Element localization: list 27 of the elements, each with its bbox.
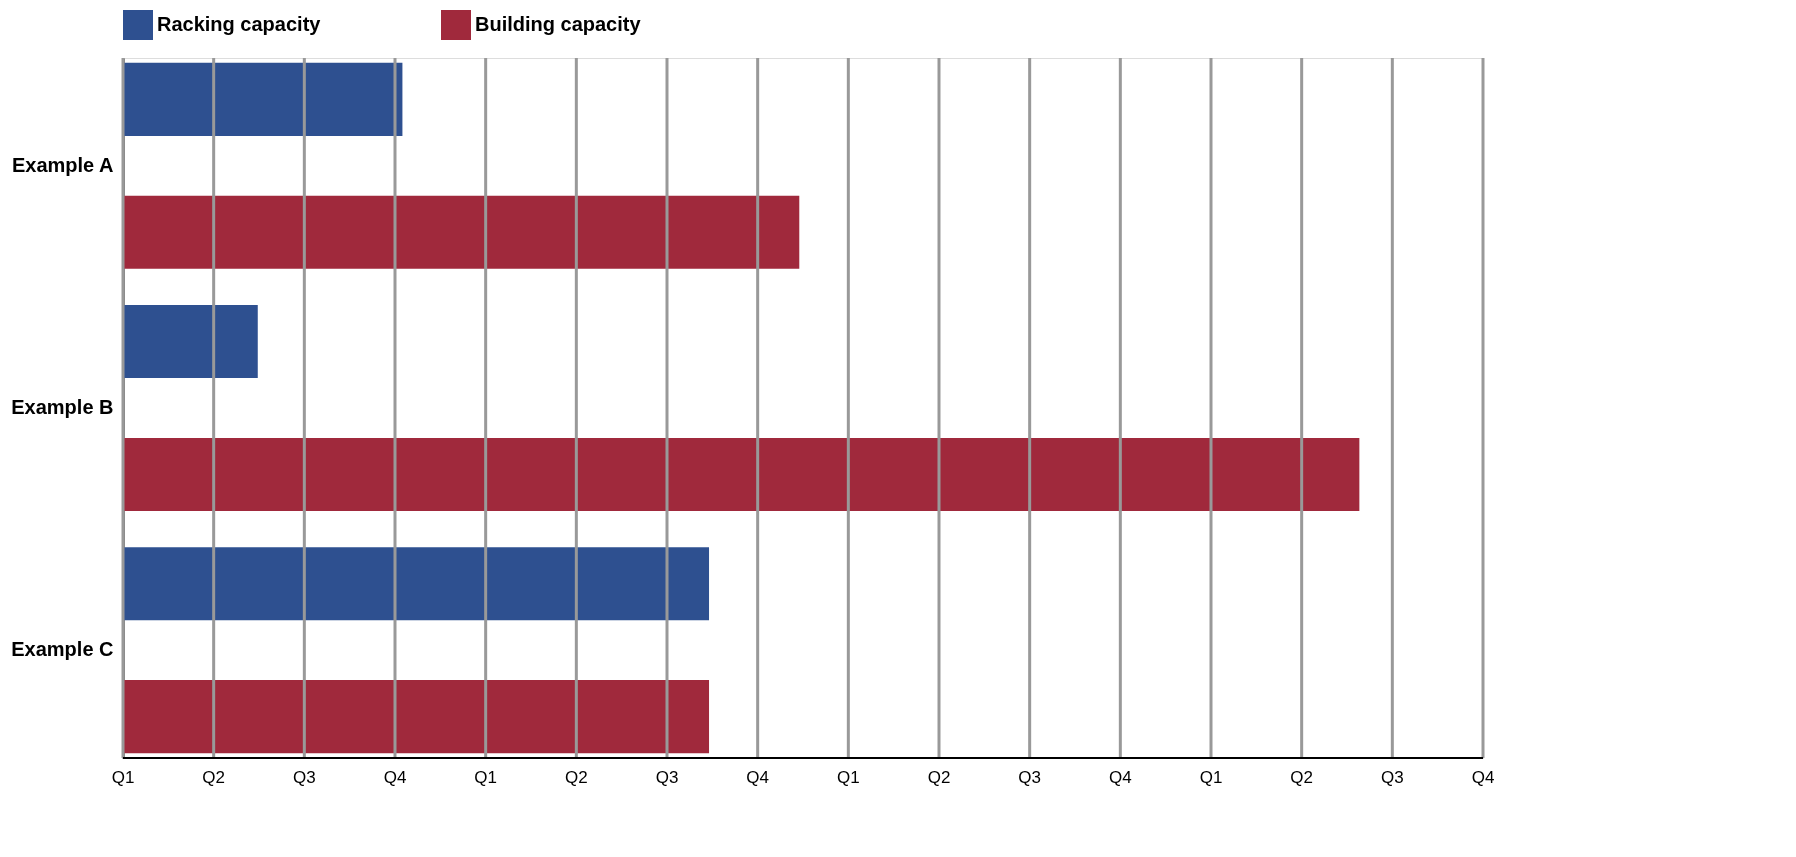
bar [123, 195, 800, 269]
bar [123, 680, 710, 754]
text: Q1 [1199, 768, 1223, 787]
legend-label: Racking capacity [157, 13, 322, 35]
text: Q3 [1018, 768, 1042, 787]
text: Q1 [111, 768, 135, 787]
text: Q2 [1290, 768, 1314, 787]
text: Q4 [1471, 768, 1495, 787]
text: Q4 [746, 768, 770, 787]
text: Q4 [383, 768, 407, 787]
bar [123, 62, 403, 136]
text: Q3 [655, 768, 679, 787]
y-tick-label: Example A [11, 153, 114, 176]
text: Q1 [474, 768, 498, 787]
legend-label: Building capacity [475, 13, 642, 35]
text: Q4 [1108, 768, 1132, 787]
y-tick-label: Example C [11, 638, 114, 661]
y-tick-label: Example B [11, 396, 114, 418]
bar [123, 437, 1360, 511]
text: Q1 [836, 768, 860, 787]
bar [123, 547, 710, 621]
text: Q3 [1380, 768, 1404, 787]
bar [123, 305, 258, 379]
text: Q2 [927, 768, 951, 787]
text: Q2 [564, 768, 588, 787]
text: Q3 [292, 768, 316, 787]
text: Q2 [202, 768, 226, 787]
